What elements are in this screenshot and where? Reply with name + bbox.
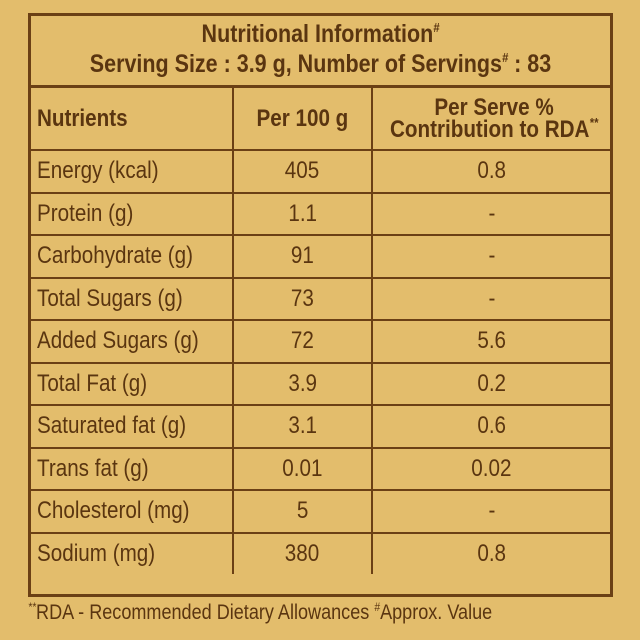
table-header-row: Nutrients Per 100 g Per Serve % Contribut… xyxy=(31,88,610,151)
table-row: Total Sugars (g) 73- xyxy=(31,276,610,321)
per-100g-value: 5 xyxy=(232,489,373,534)
rda-value: 0.8 xyxy=(371,531,610,574)
nutrition-panel: Nutritional Information# Serving Size : … xyxy=(28,13,613,597)
table-row: Cholesterol (mg) 5- xyxy=(31,489,610,534)
rda-value: - xyxy=(371,276,610,321)
rda-value: 0.8 xyxy=(371,149,610,194)
nutrient-name: Sodium (mg) xyxy=(31,531,234,574)
table-row: Trans fat (g) 0.01 0.02 xyxy=(31,446,610,491)
nutrient-name: Total Fat (g) xyxy=(31,361,234,406)
nutrient-name: Saturated fat (g) xyxy=(31,404,234,449)
per-100g-value: 73 xyxy=(232,276,373,321)
footnote-mark-approx: # xyxy=(374,600,381,614)
nutrition-table: Nutrients Per 100 g Per Serve % Contribut… xyxy=(31,88,610,574)
table-row: Saturated fat (g) 3.1 0.6 xyxy=(31,404,610,449)
rda-value: - xyxy=(371,234,610,279)
per-100g-value: 1.1 xyxy=(232,191,373,236)
table-row: Added Sugars (g) 72 5.6 xyxy=(31,319,610,364)
rda-value: 0.2 xyxy=(371,361,610,406)
per-100g-value: 380 xyxy=(232,531,373,574)
nutrition-header: Nutritional Information# Serving Size : … xyxy=(31,16,610,88)
rda-footnote-mark: ** xyxy=(589,114,599,130)
column-header-nutrients: Nutrients xyxy=(31,88,234,151)
rda-value: 0.02 xyxy=(371,446,610,491)
rda-value: - xyxy=(371,489,610,534)
nutrient-name: Protein (g) xyxy=(31,191,234,236)
footnote-mark-rda: ** xyxy=(28,600,37,614)
table-row: Sodium (mg) 380 0.8 xyxy=(31,531,610,574)
per-100g-value: 72 xyxy=(232,319,373,364)
footnote: **RDA - Recommended Dietary Allowances #… xyxy=(28,598,628,628)
nutrient-name: Added Sugars (g) xyxy=(31,319,234,364)
serving-footnote-mark: # xyxy=(501,50,509,65)
nutrient-name: Cholesterol (mg) xyxy=(31,489,234,534)
per-100g-value: 3.1 xyxy=(232,404,373,449)
nutrient-name: Total Sugars (g) xyxy=(31,276,234,321)
table-row: Protein (g) 1.1- xyxy=(31,191,610,236)
footnote-rda-text: RDA - Recommended Dietary Allowances xyxy=(36,601,375,624)
serving-info: Serving Size : 3.9 g, Number of Servings… xyxy=(89,50,552,78)
nutrient-name: Trans fat (g) xyxy=(31,446,234,491)
per-100g-value: 91 xyxy=(232,234,373,279)
column-header-per-100g: Per 100 g xyxy=(232,88,373,151)
rda-value: 0.6 xyxy=(371,404,610,449)
nutrient-name: Energy (kcal) xyxy=(31,149,234,194)
per-100g-value: 405 xyxy=(232,149,373,194)
footnote-approx-text: Approx. Value xyxy=(380,601,493,624)
table-row: Energy (kcal) 405 0.8 xyxy=(31,149,610,194)
title-footnote-mark: # xyxy=(433,20,440,35)
rda-value: - xyxy=(371,191,610,236)
per-100g-value: 3.9 xyxy=(232,361,373,406)
table-row: Total Fat (g) 3.9 0.2 xyxy=(31,361,610,406)
nutrient-name: Carbohydrate (g) xyxy=(31,234,234,279)
rda-value: 5.6 xyxy=(371,319,610,364)
per-100g-value: 0.01 xyxy=(232,446,373,491)
column-header-rda: Per Serve % Contribution to RDA** xyxy=(371,88,610,151)
table-row: Carbohydrate (g) 91- xyxy=(31,234,610,279)
panel-title: Nutritional Information# xyxy=(201,20,440,48)
